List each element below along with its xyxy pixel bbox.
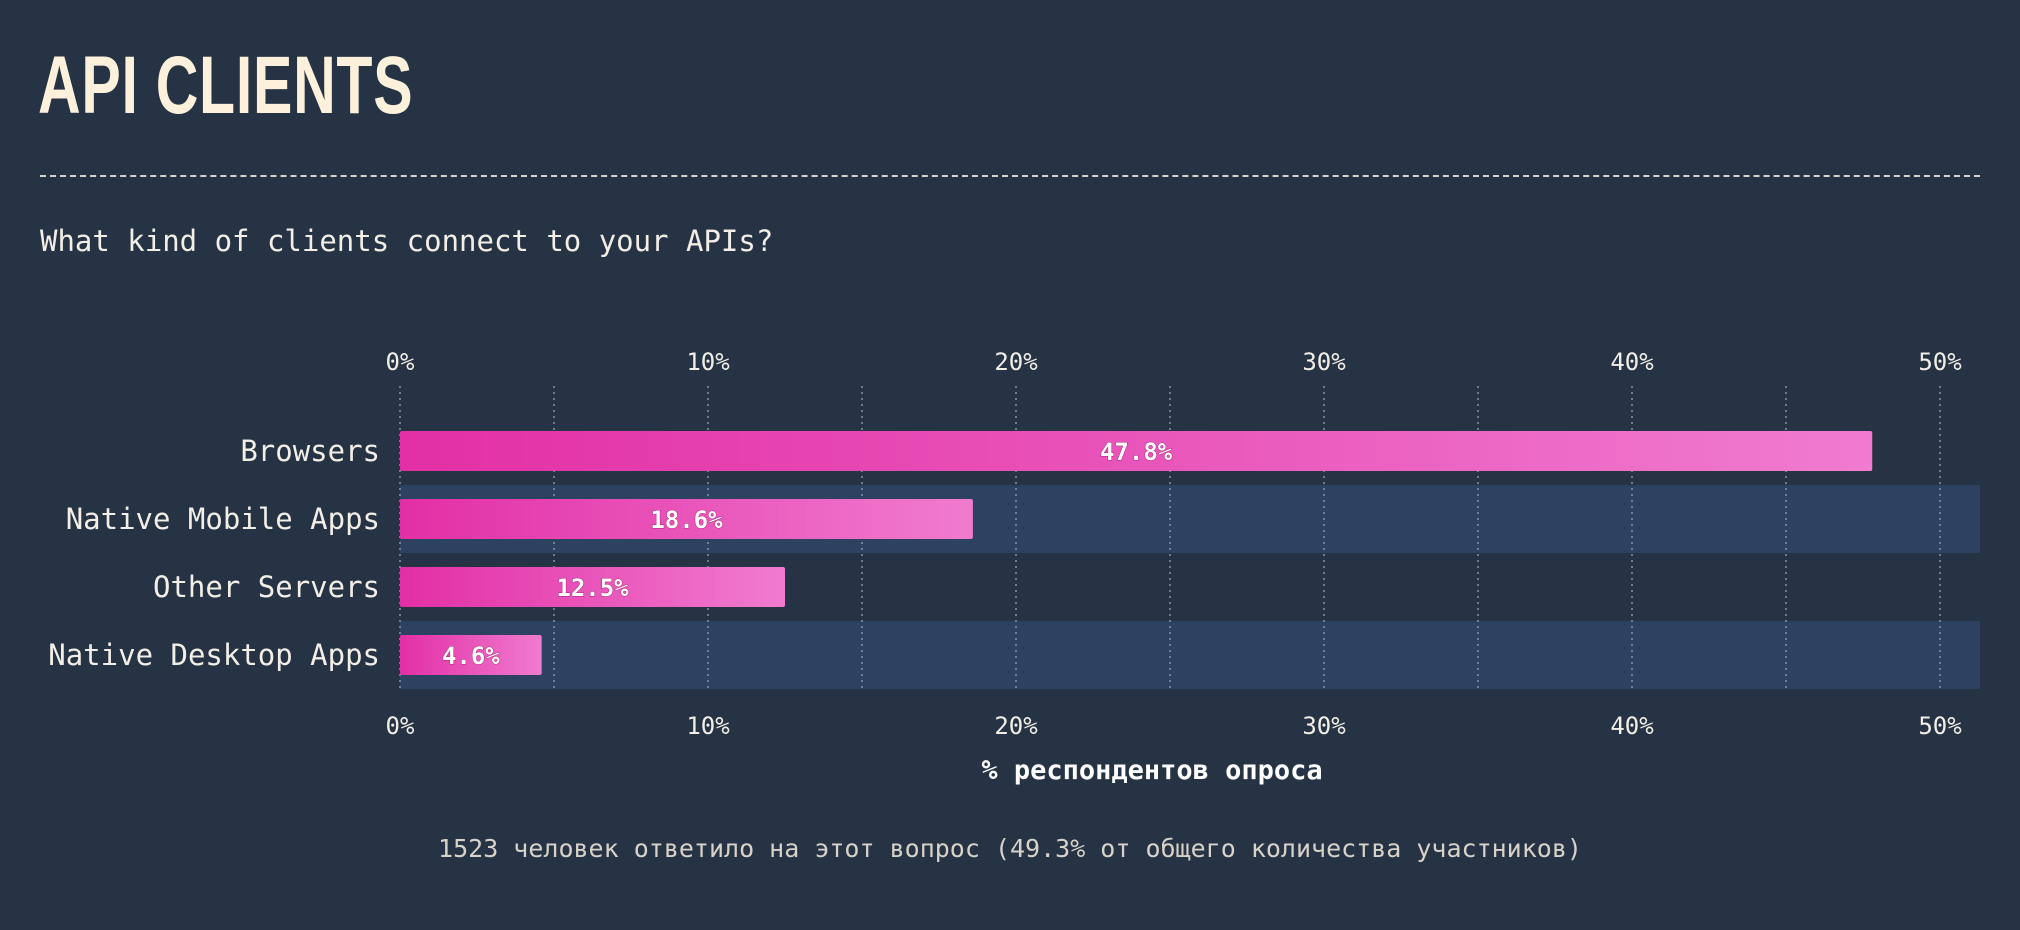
category-label: Browsers xyxy=(240,434,380,468)
bar-browsers xyxy=(400,431,1873,471)
x-tick-label-bottom: 10% xyxy=(686,712,730,740)
x-axis-title: % респондентов опроса xyxy=(981,755,1322,786)
x-tick-label-bottom: 30% xyxy=(1302,712,1346,740)
page-title: API CLIENTS xyxy=(38,40,414,131)
question-text: What kind of clients connect to your API… xyxy=(40,224,774,258)
bar-value-label: 4.6% xyxy=(442,642,500,670)
bar-native-mobile-apps xyxy=(400,499,973,539)
bar-value-label: 47.8% xyxy=(1100,438,1173,466)
x-tick-label-top: 0% xyxy=(386,348,415,376)
bar-other-servers xyxy=(400,567,785,607)
x-tick-label-bottom: 20% xyxy=(994,712,1038,740)
row-band xyxy=(400,621,1981,689)
x-tick-label-top: 20% xyxy=(994,348,1038,376)
category-label: Native Mobile Apps xyxy=(66,502,380,536)
x-tick-label-top: 40% xyxy=(1610,348,1654,376)
bar-native-desktop-apps xyxy=(400,635,542,675)
x-tick-label-top: 10% xyxy=(686,348,730,376)
x-tick-label-bottom: 0% xyxy=(386,712,415,740)
x-tick-label-bottom: 40% xyxy=(1610,712,1654,740)
x-tick-label-top: 30% xyxy=(1302,348,1346,376)
category-label: Other Servers xyxy=(153,570,380,604)
category-label: Native Desktop Apps xyxy=(48,638,380,672)
title-divider xyxy=(40,175,1980,177)
x-tick-label-bottom: 50% xyxy=(1918,712,1962,740)
x-tick-label-top: 50% xyxy=(1918,348,1962,376)
bar-value-label: 18.6% xyxy=(650,506,723,534)
bar-value-label: 12.5% xyxy=(556,574,629,602)
footnote: 1523 человек ответило на этот вопрос (49… xyxy=(438,834,1582,863)
bar-chart: 0% 10% 20% 30% 40% 50% 0% 10% 20% 30% 40% 50% Brow… xyxy=(48,348,1981,786)
